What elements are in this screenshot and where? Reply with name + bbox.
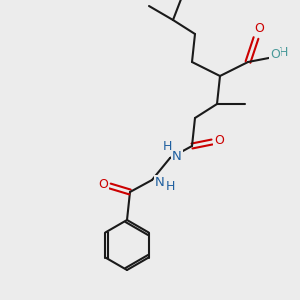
Text: O: O xyxy=(214,134,224,148)
Text: N: N xyxy=(155,176,165,188)
Text: H: H xyxy=(165,179,175,193)
Text: O: O xyxy=(98,178,108,191)
Text: O: O xyxy=(254,22,264,35)
Text: H: H xyxy=(278,46,288,59)
Text: N: N xyxy=(172,149,182,163)
Text: O: O xyxy=(270,49,280,62)
Text: H: H xyxy=(162,140,172,152)
